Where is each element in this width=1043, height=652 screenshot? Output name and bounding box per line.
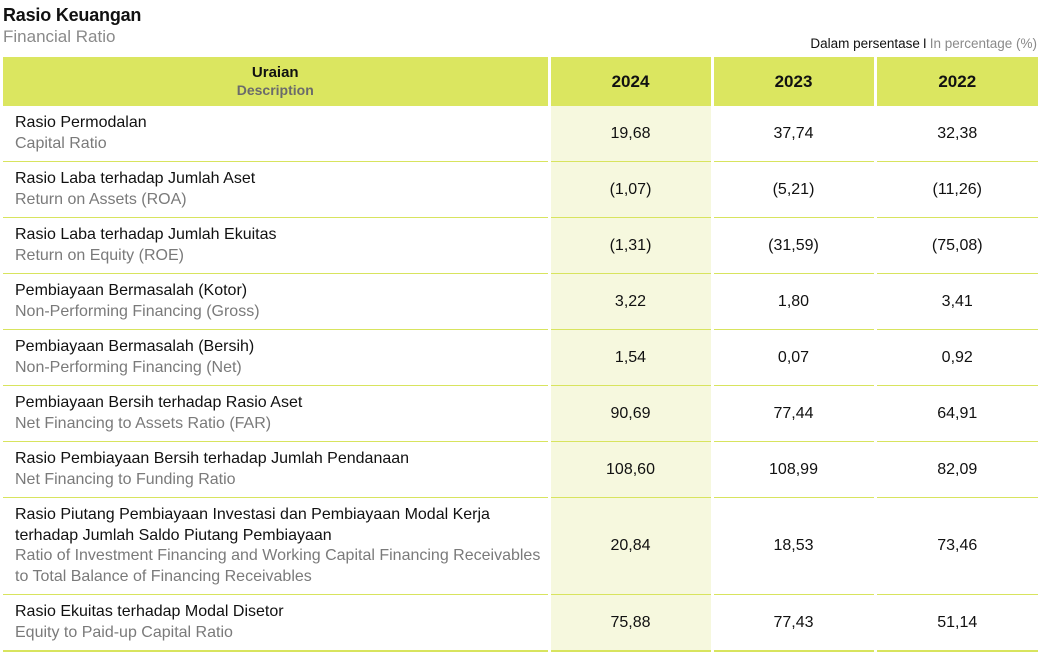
page-header: Rasio Keuangan Financial Ratio: [3, 4, 141, 48]
value-2022: 73,46: [873, 497, 1038, 595]
value-2024: 75,88: [547, 594, 712, 652]
table-row: Rasio Laba terhadap Jumlah Ekuitas Retur…: [3, 217, 1038, 274]
row-label-id: Rasio Permodalan: [15, 114, 147, 131]
table-row: Rasio Permodalan Capital Ratio 19,68 37,…: [3, 106, 1038, 162]
value-2023: (5,21): [710, 161, 875, 218]
row-label-en: Equity to Paid-up Capital Ratio: [15, 623, 233, 641]
value-2023: 108,99: [710, 441, 875, 498]
value-2024: (1,07): [547, 161, 712, 218]
value-2022: 64,91: [873, 385, 1038, 442]
row-description: Rasio Piutang Pembiayaan Investasi dan P…: [3, 497, 549, 595]
row-label-en: Ratio of Investment Financing and Workin…: [15, 547, 541, 585]
value-2024: 1,54: [547, 329, 712, 386]
value-2023: 0,07: [710, 329, 875, 386]
table-row: Pembiayaan Bermasalah (Bersih) Non-Perfo…: [3, 329, 1038, 386]
value-2023: 37,74: [710, 106, 875, 162]
unit-note-id: Dalam persentase: [810, 36, 920, 51]
header-description: Uraian Description: [3, 57, 549, 106]
row-description: Rasio Pembiayaan Bersih terhadap Jumlah …: [3, 441, 549, 498]
value-2024: 20,84: [547, 497, 712, 595]
financial-ratio-table: Uraian Description 2024 2023 2022 Rasio …: [3, 57, 1038, 652]
table-row: Pembiayaan Bermasalah (Kotor) Non-Perfor…: [3, 273, 1038, 330]
value-2022: 82,09: [873, 441, 1038, 498]
value-2024: 3,22: [547, 273, 712, 330]
row-description: Pembiayaan Bermasalah (Kotor) Non-Perfor…: [3, 273, 549, 330]
value-2022: (75,08): [873, 217, 1038, 274]
header-description-id: Uraian: [251, 64, 299, 81]
row-label-id: Rasio Ekuitas terhadap Modal Disetor: [15, 603, 284, 620]
row-label-en: Return on Assets (ROA): [15, 190, 187, 208]
header-year-2023: 2023: [710, 57, 875, 106]
unit-note-en: In percentage (%): [929, 36, 1037, 51]
table-row: Rasio Laba terhadap Jumlah Aset Return o…: [3, 161, 1038, 218]
page-subtitle: Financial Ratio: [3, 27, 116, 46]
header-year-2022: 2022: [873, 57, 1038, 106]
value-2022: 0,92: [873, 329, 1038, 386]
row-label-id: Pembiayaan Bermasalah (Bersih): [15, 338, 255, 355]
row-description: Rasio Permodalan Capital Ratio: [3, 106, 549, 162]
row-label-id: Rasio Laba terhadap Jumlah Ekuitas: [15, 226, 277, 243]
value-2023: (31,59): [710, 217, 875, 274]
row-label-en: Non-Performing Financing (Gross): [15, 302, 260, 320]
row-label-en: Non-Performing Financing (Net): [15, 358, 242, 376]
row-description: Pembiayaan Bersih terhadap Rasio Aset Ne…: [3, 385, 549, 442]
row-description: Pembiayaan Bermasalah (Bersih) Non-Perfo…: [3, 329, 549, 386]
value-2024: (1,31): [547, 217, 712, 274]
value-2023: 77,43: [710, 594, 875, 652]
row-label-en: Capital Ratio: [15, 134, 107, 152]
unit-note-separator: I: [922, 36, 927, 51]
row-label-en: Net Financing to Funding Ratio: [15, 470, 236, 488]
table-row: Rasio Ekuitas terhadap Modal Disetor Equ…: [3, 594, 1038, 652]
table-row: Pembiayaan Bersih terhadap Rasio Aset Ne…: [3, 385, 1038, 442]
row-label-en: Return on Equity (ROE): [15, 246, 184, 264]
value-2023: 1,80: [710, 273, 875, 330]
value-2023: 77,44: [710, 385, 875, 442]
table-row: Rasio Piutang Pembiayaan Investasi dan P…: [3, 497, 1038, 595]
value-2024: 108,60: [547, 441, 712, 498]
row-description: Rasio Laba terhadap Jumlah Aset Return o…: [3, 161, 549, 218]
value-2022: 51,14: [873, 594, 1038, 652]
unit-note: Dalam persentase I In percentage (%): [810, 35, 1037, 53]
row-label-en: Net Financing to Assets Ratio (FAR): [15, 414, 272, 432]
row-label-id: Rasio Laba terhadap Jumlah Aset: [15, 170, 256, 187]
table-header-row: Uraian Description 2024 2023 2022: [3, 57, 1038, 106]
value-2022: 3,41: [873, 273, 1038, 330]
value-2024: 90,69: [547, 385, 712, 442]
header-year-2024: 2024: [547, 57, 712, 106]
row-label-id: Pembiayaan Bermasalah (Kotor): [15, 282, 248, 299]
value-2022: 32,38: [873, 106, 1038, 162]
row-description: Rasio Ekuitas terhadap Modal Disetor Equ…: [3, 594, 549, 652]
page-title: Rasio Keuangan: [3, 5, 142, 25]
row-label-id: Pembiayaan Bersih terhadap Rasio Aset: [15, 394, 303, 411]
value-2024: 19,68: [547, 106, 712, 162]
value-2023: 18,53: [710, 497, 875, 595]
value-2022: (11,26): [873, 161, 1038, 218]
table-row: Rasio Pembiayaan Bersih terhadap Jumlah …: [3, 441, 1038, 498]
row-label-id: Rasio Pembiayaan Bersih terhadap Jumlah …: [15, 450, 410, 467]
row-description: Rasio Laba terhadap Jumlah Ekuitas Retur…: [3, 217, 549, 274]
header-description-en: Description: [236, 82, 314, 98]
row-label-id: Rasio Piutang Pembiayaan Investasi dan P…: [15, 506, 490, 544]
